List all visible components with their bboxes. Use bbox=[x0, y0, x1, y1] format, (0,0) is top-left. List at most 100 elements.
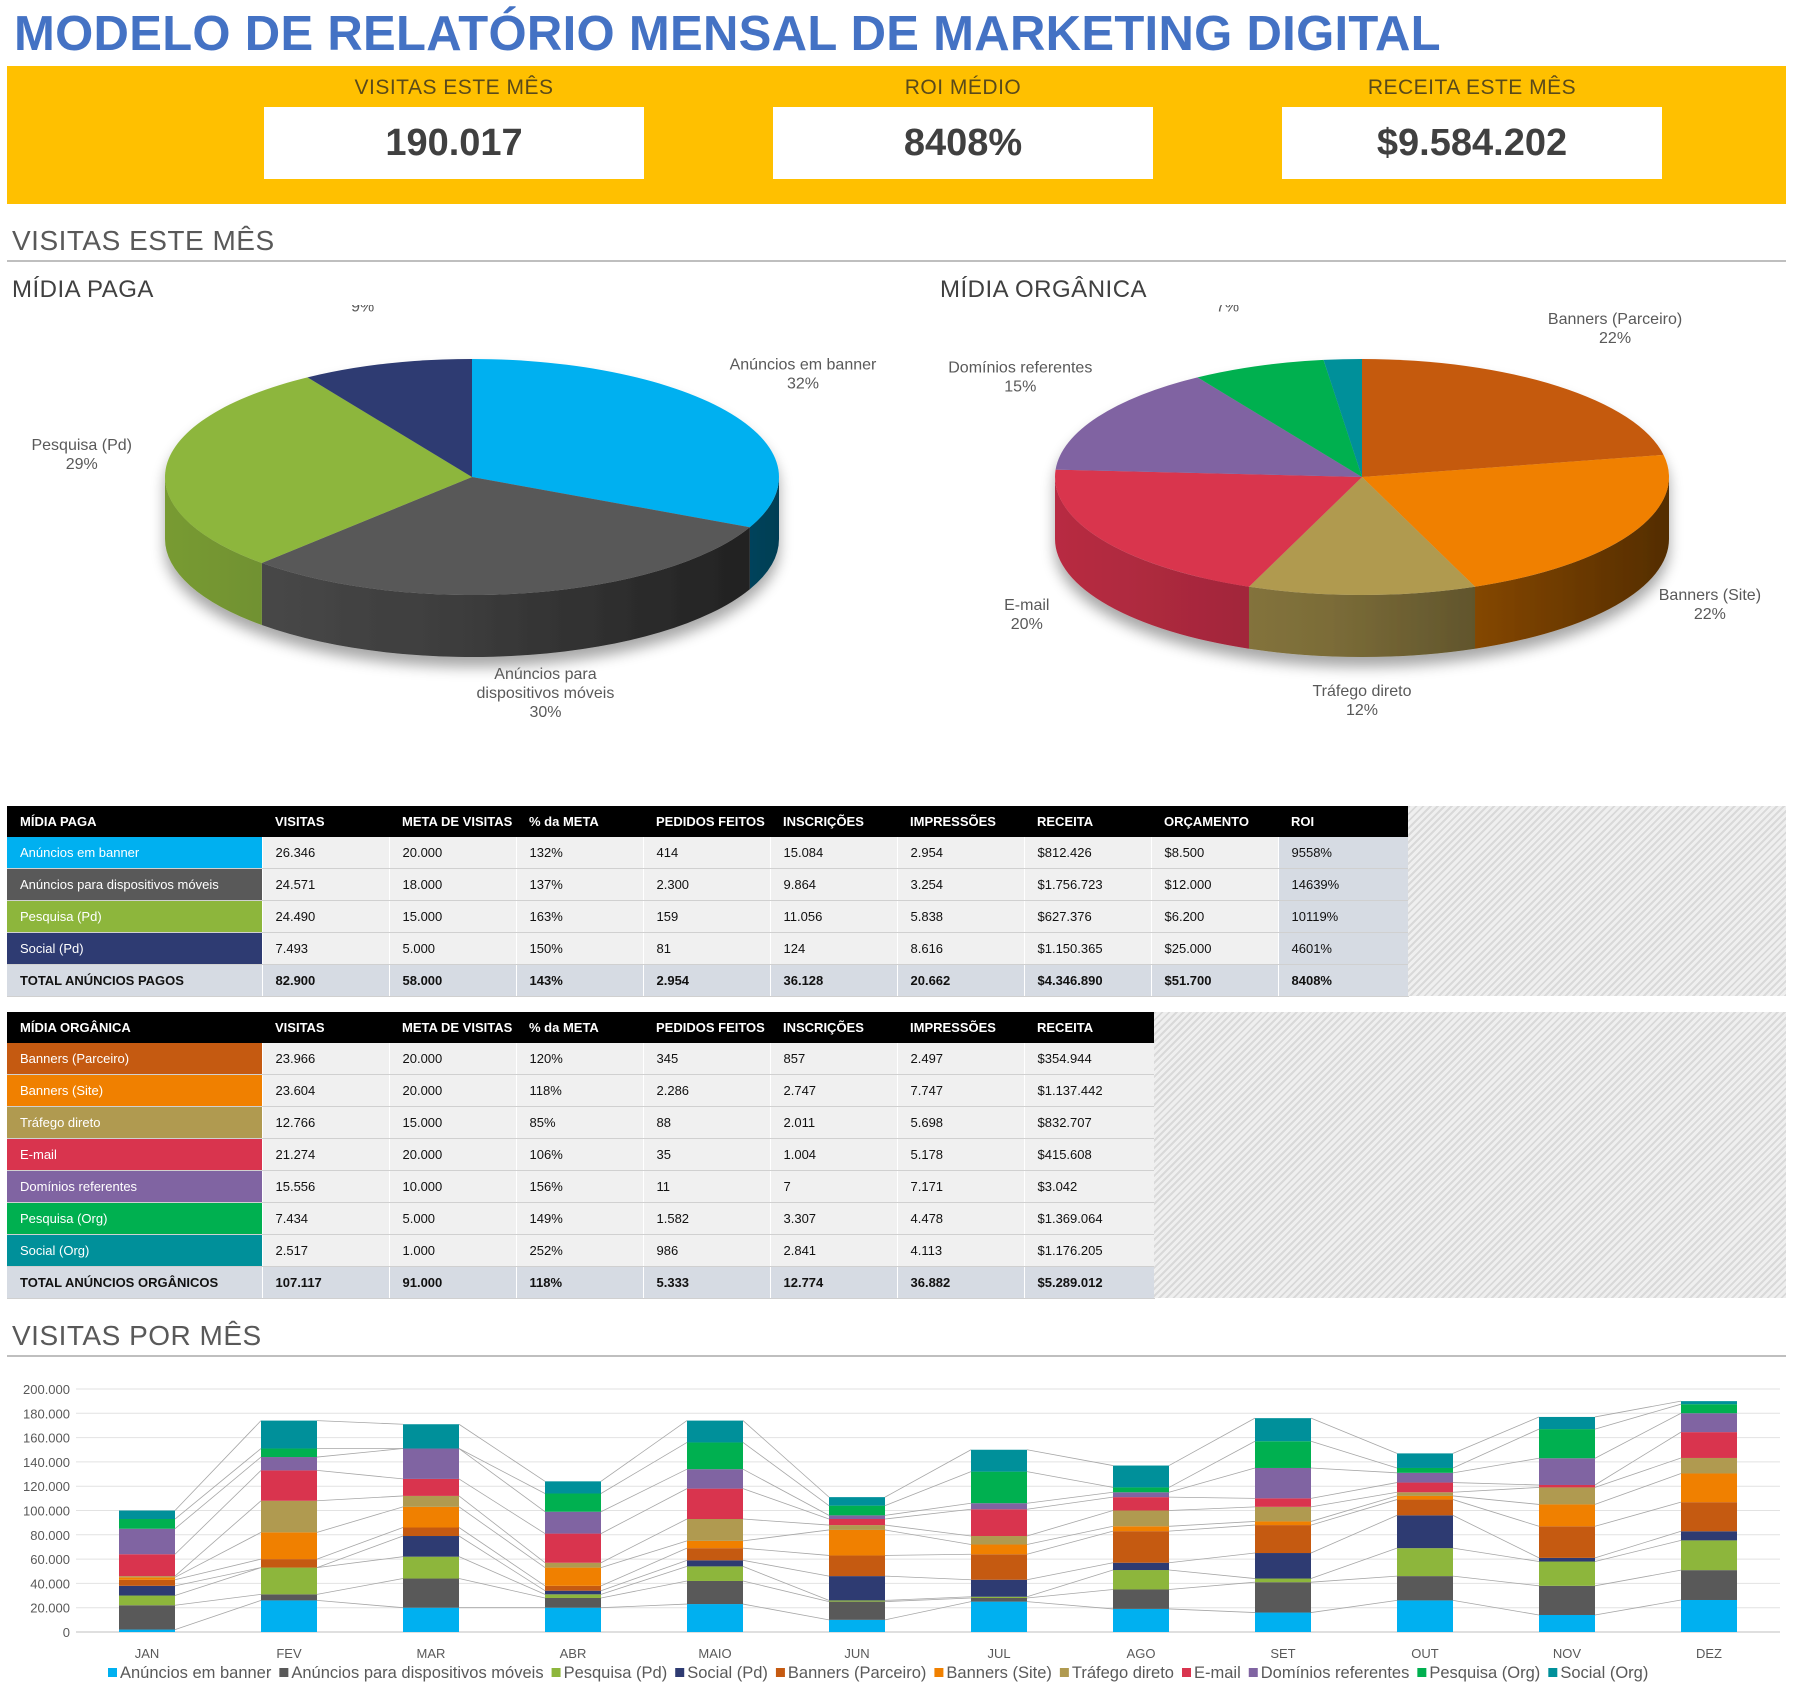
series-line bbox=[1026, 1496, 1114, 1510]
bar-banners-parceiro-jul bbox=[971, 1554, 1027, 1580]
series-line bbox=[884, 1529, 972, 1545]
table-cell: 85% bbox=[516, 1106, 644, 1139]
table-cell: 5.838 bbox=[897, 900, 1025, 933]
column-header: IMPRESSÕES bbox=[897, 1012, 1024, 1043]
kpi-value: $9.584.202 bbox=[1282, 107, 1662, 179]
bar-trafego-direto-maio bbox=[687, 1519, 743, 1541]
bar-banners-site-mar bbox=[403, 1506, 459, 1528]
bar-trafego-direto-fev bbox=[261, 1500, 317, 1533]
series-line bbox=[458, 1495, 546, 1564]
column-header: PEDIDOS FEITOS bbox=[643, 1012, 770, 1043]
total-cell: 143% bbox=[516, 964, 644, 997]
pie-slice-social-pd bbox=[307, 359, 472, 477]
legend-swatch bbox=[1548, 1668, 1558, 1677]
bar-social-org-set bbox=[1255, 1418, 1311, 1442]
series-line bbox=[1026, 1530, 1114, 1555]
y-tick-label: 0 bbox=[63, 1625, 70, 1640]
bar-pesquisa-org-jun bbox=[829, 1505, 885, 1516]
paid-pie-chart: Anúncios em banner 32% Anúncios para dispos… bbox=[31, 305, 877, 721]
bar-dominios-referentes-fev bbox=[261, 1457, 317, 1471]
series-line bbox=[316, 1506, 404, 1533]
column-header: IMPRESSÕES bbox=[897, 806, 1024, 837]
hatch-fill bbox=[1154, 1012, 1786, 1298]
total-cell: 118% bbox=[516, 1266, 644, 1299]
table-cell: 81 bbox=[643, 932, 771, 965]
series-line bbox=[742, 1518, 830, 1526]
column-header: RECEITA bbox=[1024, 806, 1151, 837]
series-line bbox=[1594, 1539, 1682, 1562]
series-line bbox=[884, 1575, 972, 1581]
table-row: Social (Pd) 7.493 5.000 150% 81 124 8.616 $1.15… bbox=[7, 932, 1409, 965]
bar-anuncios-em-banner-fev bbox=[261, 1600, 317, 1632]
bar-anuncios-para-dispositivos-moveis-set bbox=[1255, 1582, 1311, 1613]
bar-anuncios-para-dispositivos-moveis-jan bbox=[119, 1605, 175, 1630]
series-line bbox=[1594, 1599, 1682, 1616]
series-line bbox=[316, 1556, 404, 1569]
bar-pesquisa-org-out bbox=[1397, 1467, 1453, 1473]
table-cell: 345 bbox=[643, 1043, 771, 1075]
bar-social-org-nov bbox=[1539, 1416, 1595, 1430]
bar-banners-parceiro-set bbox=[1255, 1525, 1311, 1554]
bar-anuncios-para-dispositivos-moveis-fev bbox=[261, 1594, 317, 1601]
bar-pesquisa-org-abr bbox=[545, 1493, 601, 1512]
table-cell: 2.841 bbox=[770, 1234, 898, 1267]
bar-social-pd-ago bbox=[1113, 1562, 1169, 1571]
row-category: E-mail bbox=[7, 1138, 263, 1171]
table-row: Tráfego direto 12.766 15.000 85% 88 2.011 5.69… bbox=[7, 1106, 1155, 1139]
kpi-visits: VISITAS ESTE MÊS 190.017 bbox=[264, 66, 644, 179]
bar-banners-site-jul bbox=[971, 1544, 1027, 1555]
table-cell: 24.571 bbox=[262, 868, 390, 901]
table-cell: 2.517 bbox=[262, 1234, 390, 1267]
bar-social-pd-dez bbox=[1681, 1531, 1737, 1541]
series-line bbox=[600, 1547, 688, 1587]
x-tick-label: DEZ bbox=[1696, 1646, 1722, 1661]
series-line bbox=[884, 1508, 972, 1520]
bar-social-org-jul bbox=[971, 1449, 1027, 1472]
y-tick-label: 200.000 bbox=[23, 1382, 70, 1397]
bar-pesquisa-org-maio bbox=[687, 1442, 743, 1470]
bar-trafego-direto-nov bbox=[1539, 1487, 1595, 1505]
legend-label: E-mail bbox=[1194, 1664, 1241, 1682]
legend-label: Social (Org) bbox=[1560, 1664, 1648, 1682]
total-cell: 58.000 bbox=[389, 964, 517, 997]
bar-e-mail-maio bbox=[687, 1488, 743, 1520]
bar-trafego-direto-mar bbox=[403, 1495, 459, 1507]
bar-anuncios-para-dispositivos-moveis-abr bbox=[545, 1597, 601, 1608]
bar-e-mail-mar bbox=[403, 1478, 459, 1496]
table-cell: $6.200 bbox=[1151, 900, 1279, 933]
table-cell: 9558% bbox=[1278, 837, 1409, 869]
bar-e-mail-set bbox=[1255, 1498, 1311, 1507]
total-cell: 2.954 bbox=[643, 964, 771, 997]
bar-banners-parceiro-mar bbox=[403, 1527, 459, 1537]
series-line bbox=[458, 1535, 546, 1592]
series-line bbox=[1310, 1482, 1398, 1499]
table-cell: 124 bbox=[770, 932, 898, 965]
table-row: Social (Org) 2.517 1.000 252% 986 2.841 4.113 $… bbox=[7, 1234, 1155, 1267]
table-cell: $415.608 bbox=[1024, 1138, 1155, 1171]
table-cell: 149% bbox=[516, 1202, 644, 1235]
x-tick-label: FEV bbox=[276, 1646, 302, 1661]
series-line bbox=[884, 1524, 972, 1537]
table-cell: 23.604 bbox=[262, 1074, 390, 1107]
bar-social-org-abr bbox=[545, 1481, 601, 1494]
series-line bbox=[600, 1559, 688, 1592]
table-cell: 18.000 bbox=[389, 868, 517, 901]
series-line bbox=[174, 1600, 262, 1630]
series-line bbox=[1310, 1514, 1398, 1554]
table-cell: 24.490 bbox=[262, 900, 390, 933]
series-line bbox=[742, 1442, 830, 1506]
kpi-revenue: RECEITA ESTE MÊS $9.584.202 bbox=[1282, 66, 1662, 179]
legend-label: Tráfego direto bbox=[1072, 1664, 1174, 1682]
series-line bbox=[1594, 1473, 1682, 1505]
row-category: Anúncios para dispositivos móveis bbox=[7, 868, 263, 901]
series-line bbox=[174, 1558, 262, 1581]
table-cell: 21.274 bbox=[262, 1138, 390, 1171]
series-line bbox=[1026, 1491, 1114, 1504]
bar-social-pd-nov bbox=[1539, 1557, 1595, 1562]
row-category: Banners (Site) bbox=[7, 1074, 263, 1107]
bar-pesquisa-pd-jul bbox=[971, 1596, 1027, 1598]
table-cell: 20.000 bbox=[389, 837, 517, 869]
total-cell: 12.774 bbox=[770, 1266, 898, 1299]
series-line bbox=[1594, 1501, 1682, 1527]
x-tick-label: JUL bbox=[987, 1646, 1010, 1661]
